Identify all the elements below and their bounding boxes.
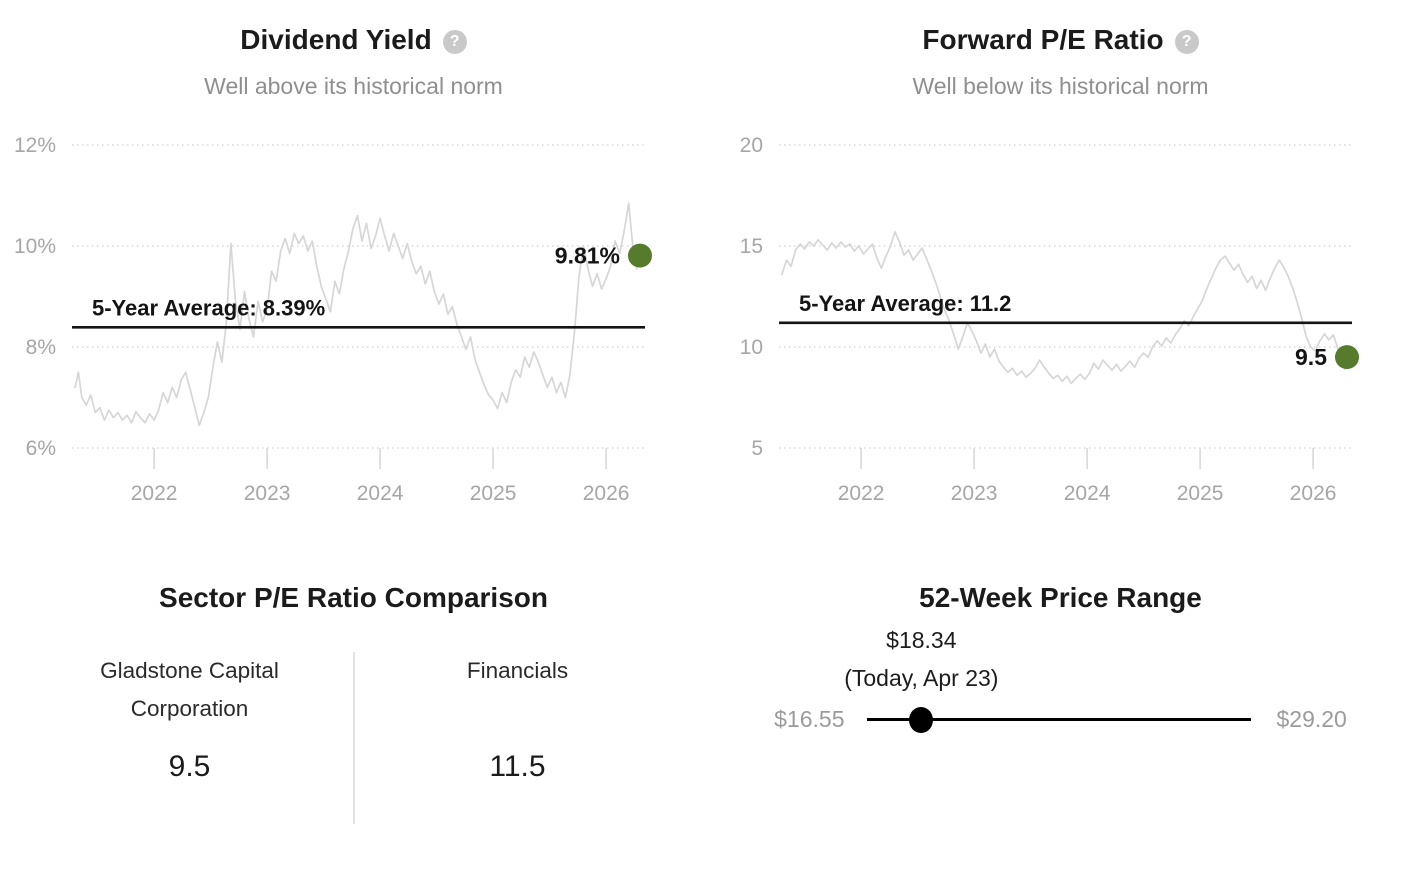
forward-pe-title: Forward P/E Ratio <box>922 24 1164 55</box>
sector-pe-comparison-table: Gladstone Capital Corporation 9.5 Financ… <box>0 652 707 824</box>
current-price-dot <box>908 706 933 733</box>
sector-name-label: Financials <box>466 658 569 683</box>
range-high-label: $29.20 <box>1276 706 1347 732</box>
y-axis-label: 12% <box>14 134 56 157</box>
dividend-yield-title-row: Dividend Yield? <box>0 24 707 57</box>
price-range-line <box>866 718 1251 721</box>
sector-column: Financials 11.5 <box>370 652 666 824</box>
y-axis-label: 10 <box>740 336 763 359</box>
x-axis-label: 2024 <box>357 482 404 505</box>
help-icon[interactable]: ? <box>442 29 467 54</box>
forward-pe-subtitle: Well below its historical norm <box>912 72 1209 99</box>
column-divider <box>352 652 355 824</box>
y-axis-label: 8% <box>26 336 56 359</box>
y-axis-label: 20 <box>740 134 763 157</box>
x-axis-label: 2026 <box>583 482 630 505</box>
company-name-label: Gladstone Capital Corporation <box>100 658 279 721</box>
y-axis-label: 15 <box>740 235 763 258</box>
range-low-label: $16.55 <box>774 706 845 732</box>
dividend-yield-panel: Dividend Yield? Well above its historica… <box>0 0 707 560</box>
price-range-title: 52-Week Price Range <box>919 582 1202 613</box>
sector-pe-value: 11.5 <box>489 750 546 783</box>
x-axis-label: 2022 <box>838 482 885 505</box>
x-axis-label: 2023 <box>951 482 998 505</box>
x-axis-label: 2023 <box>244 482 291 505</box>
forward-pe-chart: 20 15 10 5 2022 2023 2024 2025 2026 5-Year Averag… <box>740 134 1359 505</box>
series-line <box>781 230 1348 385</box>
price-range-track <box>866 706 1251 733</box>
dividend-yield-title: Dividend Yield <box>240 24 432 55</box>
forward-pe-panel: Forward P/E Ratio? Well below its histor… <box>707 0 1414 560</box>
x-axis-label: 2022 <box>131 482 178 505</box>
x-axis-label: 2025 <box>470 482 517 505</box>
series-line <box>74 202 641 426</box>
current-value-dot <box>628 243 652 268</box>
dividend-yield-chart: 12% 10% 8% 6% 2022 2023 2024 2025 2026 5-Year Ave… <box>14 134 652 505</box>
x-axis-label: 2025 <box>1177 482 1224 505</box>
y-axis-label: 5 <box>751 437 763 460</box>
company-pe-value: 9.5 <box>168 750 211 783</box>
price-range-panel: 52-Week Price Range $18.34 (Today, Apr 2… <box>707 560 1414 874</box>
x-axis-label: 2024 <box>1064 482 1111 505</box>
current-price-date: (Today, Apr 23) <box>844 665 999 691</box>
current-value-dot <box>1335 344 1359 369</box>
y-axis-label: 6% <box>26 437 56 460</box>
help-icon[interactable]: ? <box>1174 29 1199 54</box>
sector-pe-comparison-title: Sector P/E Ratio Comparison <box>159 582 548 613</box>
current-value-label: 9.81% <box>555 242 620 268</box>
current-price-callout: $18.34 (Today, Apr 23) <box>844 622 998 698</box>
sector-pe-comparison-panel: Sector P/E Ratio Comparison Gladstone Ca… <box>0 560 707 874</box>
price-range-area: $18.34 (Today, Apr 23) $16.55 $29.20 <box>707 622 1414 802</box>
company-column: Gladstone Capital Corporation 9.5 <box>42 652 338 824</box>
forward-pe-title-row: Forward P/E Ratio? <box>707 24 1414 57</box>
price-range-row: $16.55 $29.20 <box>707 706 1414 733</box>
x-axis-label: 2026 <box>1290 482 1337 505</box>
y-axis-label: 10% <box>14 235 56 258</box>
dividend-yield-subtitle: Well above its historical norm <box>204 72 503 99</box>
current-value-label: 9.5 <box>1295 344 1327 370</box>
current-price-label: $18.34 <box>886 627 957 653</box>
average-label: 5-Year Average: 8.39% <box>92 295 325 320</box>
average-label: 5-Year Average: 11.2 <box>799 291 1011 316</box>
